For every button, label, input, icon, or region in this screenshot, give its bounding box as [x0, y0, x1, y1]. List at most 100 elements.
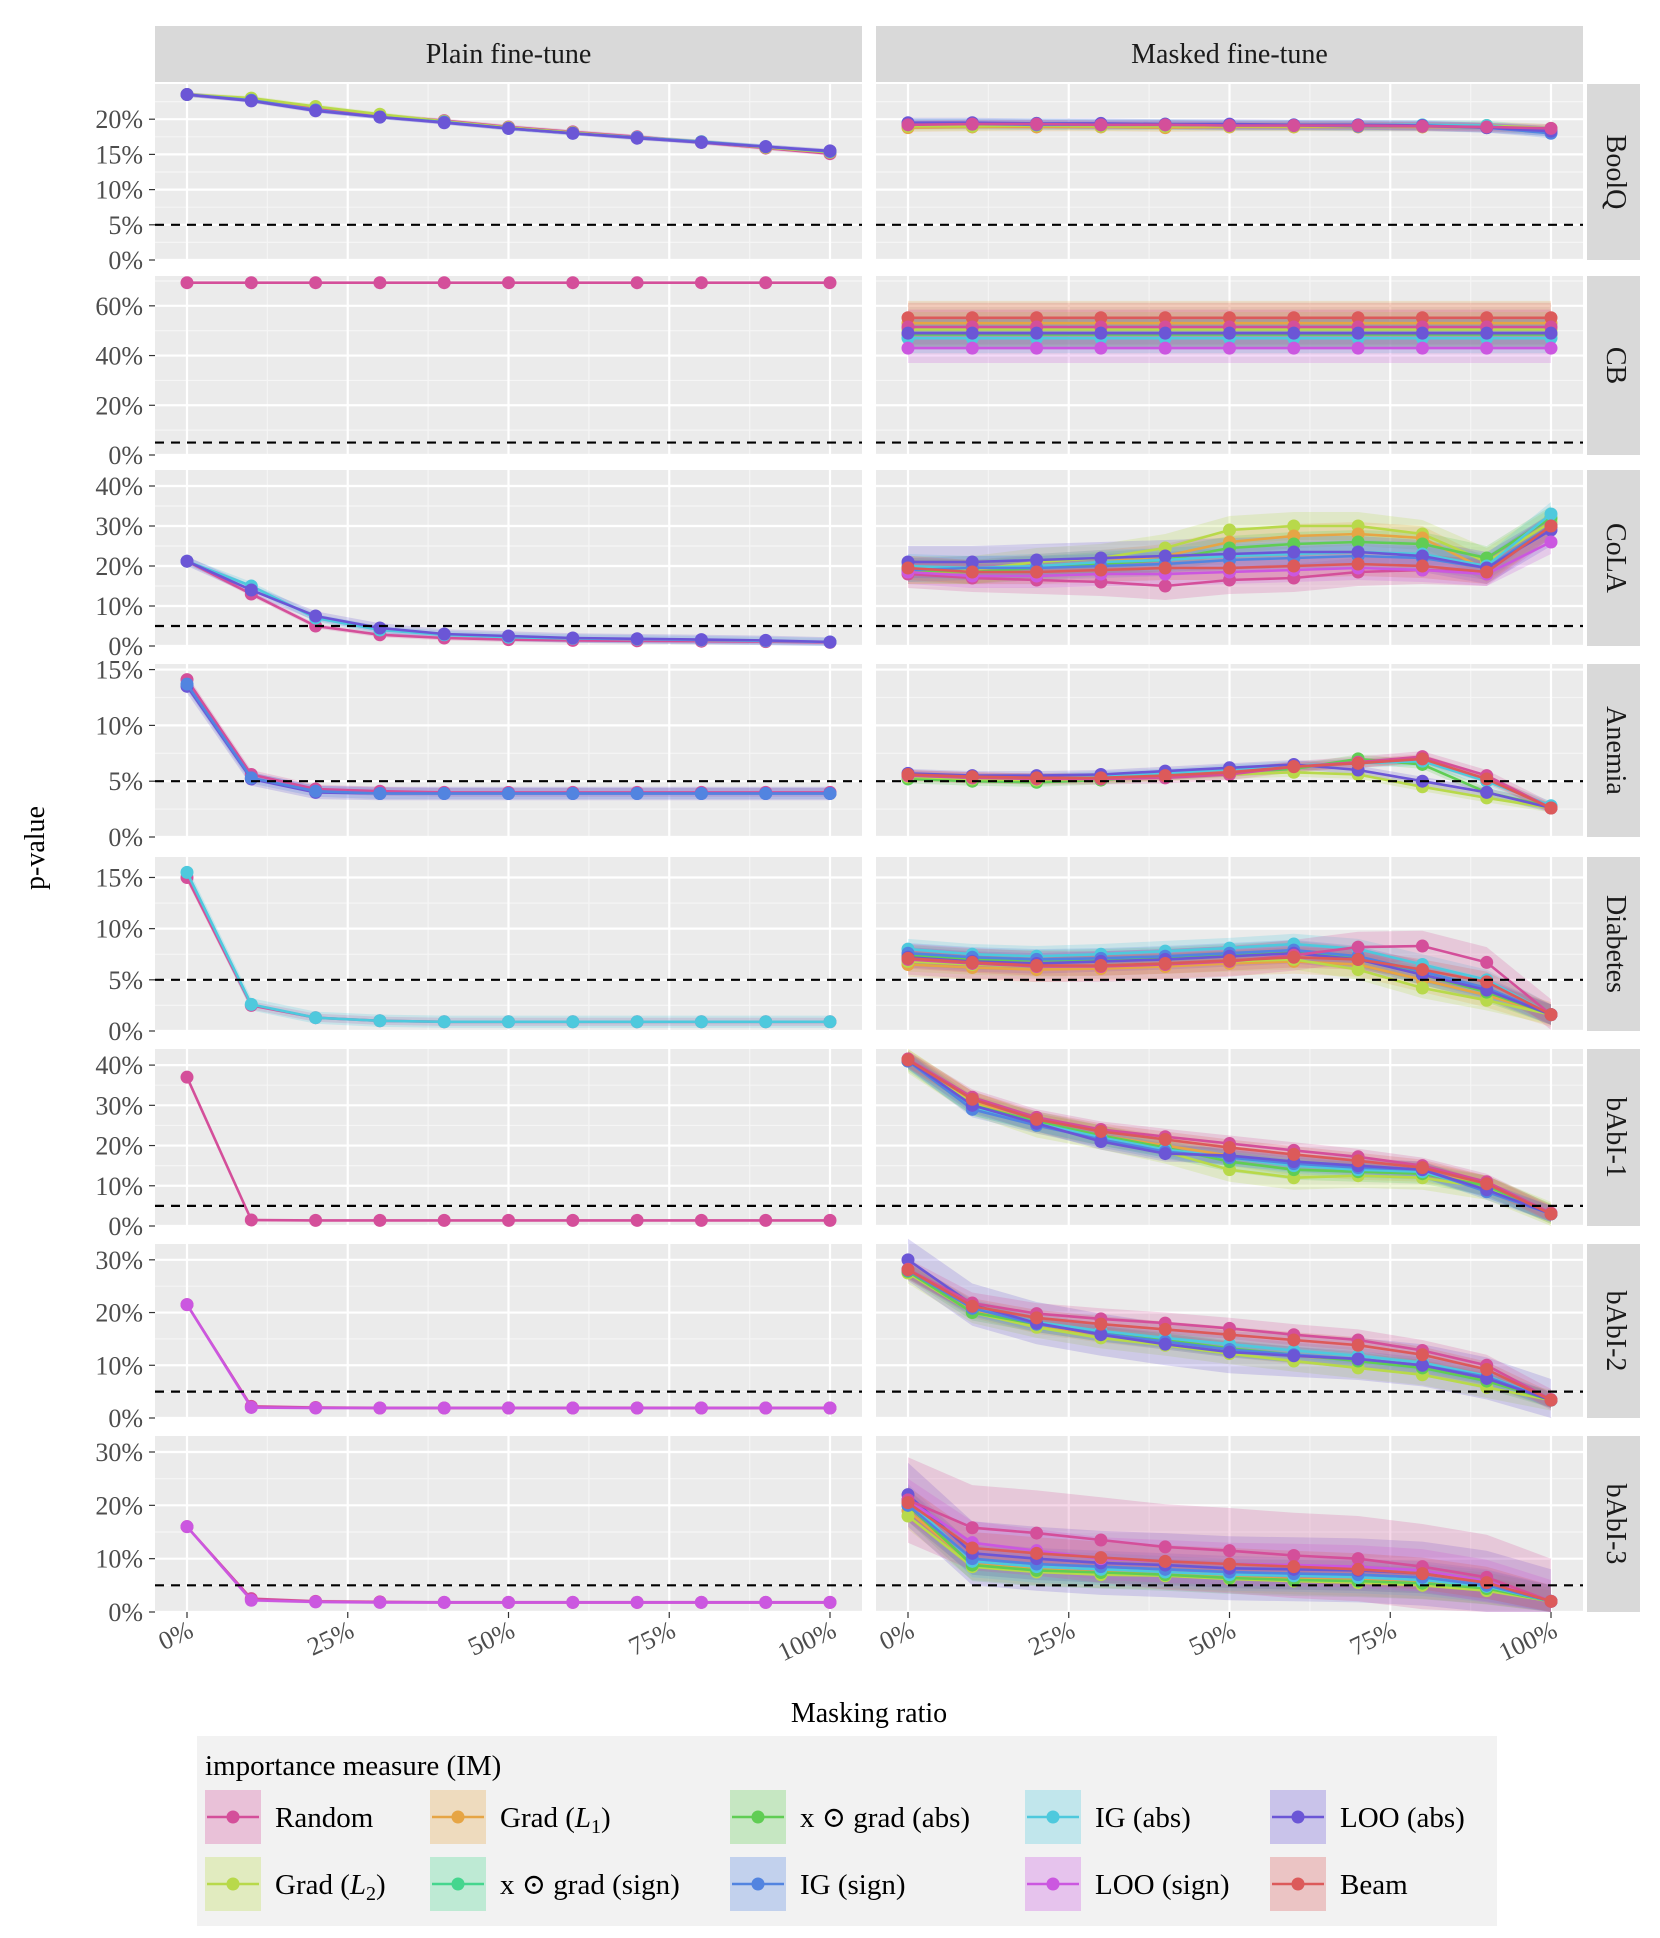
legend-key-point [1291, 1877, 1305, 1891]
point-random [1544, 121, 1558, 135]
ribbon-xgrad_abs [908, 1051, 1551, 1224]
point-loo_abs [566, 631, 580, 645]
point-loo_abs [1287, 326, 1301, 340]
point-beam [1544, 801, 1558, 815]
legend-key-loo_sign [1025, 1857, 1081, 1911]
y-tick-label: 20% [95, 1132, 143, 1161]
point-loo_sign [965, 341, 979, 355]
y-tick-label: 60% [95, 292, 143, 321]
point-ig_abs [630, 1015, 644, 1029]
point-beam [1287, 950, 1301, 964]
point-beam [1480, 772, 1494, 786]
point-beam [1158, 311, 1172, 325]
panel-masked-bAbI-1 [876, 1049, 1583, 1228]
point-loo_abs [244, 94, 258, 108]
point-loo_abs [1094, 326, 1108, 340]
point-loo_abs [1158, 1337, 1172, 1351]
legend-label-grad_l1: Grad (L1) [500, 1802, 611, 1838]
point-beam [1544, 1594, 1558, 1608]
point-xgrad_abs [1415, 537, 1429, 551]
point-grad_l2 [901, 1509, 915, 1523]
point-loo_sign [1351, 341, 1365, 355]
point-loo_abs [1480, 326, 1494, 340]
point-beam [1544, 1207, 1558, 1221]
point-beam [901, 1496, 915, 1510]
point-loo_abs [244, 583, 258, 597]
point-random [694, 276, 708, 290]
y-tick-label: 20% [95, 1491, 143, 1520]
column-strip-label: Masked fine-tune [1131, 39, 1328, 70]
point-random [1480, 120, 1494, 134]
ribbon-random [908, 1051, 1551, 1222]
point-beam [1351, 756, 1365, 770]
row-strip-label: bAbI-2 [1600, 1291, 1631, 1372]
point-loo_sign [566, 1595, 580, 1609]
y-tick-label: 10% [95, 1351, 143, 1380]
y-tick-label: 30% [95, 512, 143, 541]
point-loo_abs [1030, 326, 1044, 340]
panel-masked-Anemia [876, 664, 1583, 839]
point-loo_abs [437, 116, 451, 130]
y-tick-label: 20% [95, 1299, 143, 1328]
y-tick-label: 0% [108, 1598, 143, 1627]
point-loo_sign [759, 1595, 773, 1609]
panel-masked-CoLA [876, 470, 1583, 648]
x-tick-label: 50% [464, 1615, 519, 1661]
point-loo_abs [1480, 1371, 1494, 1385]
point-random [759, 1213, 773, 1227]
point-beam [1030, 958, 1044, 972]
point-loo_abs [502, 121, 515, 135]
point-beam [1223, 311, 1236, 325]
legend-label-loo_sign: LOO (sign) [1095, 1869, 1230, 1901]
point-beam [1415, 1567, 1429, 1581]
legend-background [197, 1736, 1497, 1926]
y-tick-label: 0% [108, 823, 143, 852]
point-ig_abs [566, 1015, 580, 1029]
point-loo_abs [694, 633, 708, 647]
y-tick-label: 40% [95, 1051, 143, 1080]
x-tick-label: 75% [1345, 1615, 1400, 1661]
point-beam [1415, 559, 1429, 573]
point-loo_sign [180, 1520, 194, 1534]
point-loo_abs [1415, 326, 1429, 340]
point-beam [1223, 1141, 1236, 1155]
panel-plain-CoLA [155, 470, 862, 649]
point-loo_abs [502, 629, 515, 643]
point-random [823, 1213, 837, 1227]
point-random [1030, 117, 1044, 131]
point-beam [901, 561, 915, 575]
point-beam [1030, 565, 1044, 579]
strip-background [1587, 276, 1640, 455]
point-loo_abs [566, 126, 580, 140]
point-beam [965, 770, 979, 784]
panel-plain-BoolQ [155, 84, 862, 262]
point-loo_abs [180, 554, 194, 568]
point-beam [1287, 760, 1301, 774]
point-loo_abs [965, 326, 979, 340]
point-beam [1094, 1551, 1108, 1565]
legend-key-xgrad_abs [730, 1790, 786, 1844]
point-ig_sign [180, 677, 194, 691]
point-loo_abs [901, 1253, 915, 1267]
y-tick-label: 0% [108, 632, 143, 661]
point-beam [1415, 752, 1429, 766]
point-loo_abs [1158, 1147, 1172, 1161]
point-ig_sign [244, 771, 258, 785]
point-random [1030, 1526, 1044, 1540]
row-strip: BoolQ [1587, 84, 1640, 260]
point-random [694, 1213, 708, 1227]
point-loo_abs [1415, 549, 1429, 563]
column-strip-label: Plain fine-tune [426, 39, 592, 70]
point-loo_abs [309, 104, 323, 118]
point-loo_sign [373, 1401, 387, 1415]
x-tick-label: 100% [773, 1615, 840, 1667]
x-tick-label: 100% [1494, 1615, 1561, 1667]
legend-title: importance measure (IM) [205, 1750, 501, 1782]
point-ig_abs [1544, 507, 1558, 521]
y-tick-label: 15% [95, 863, 143, 892]
y-axis-title: p-value [20, 806, 51, 890]
x-tick-label: 25% [1024, 1615, 1079, 1661]
point-loo_sign [1544, 535, 1558, 549]
point-random [437, 1213, 451, 1227]
y-tick-label: 10% [95, 176, 143, 205]
